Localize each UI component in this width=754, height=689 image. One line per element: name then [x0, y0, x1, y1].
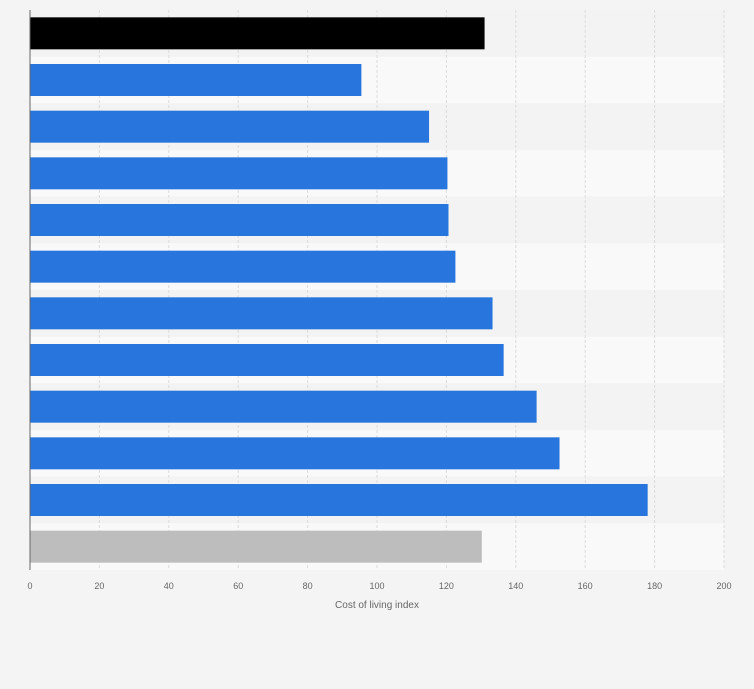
x-tick-label: 200 [716, 581, 731, 591]
x-tick-label: 160 [578, 581, 593, 591]
bar[interactable] [30, 484, 648, 516]
x-tick-label: 0 [27, 581, 32, 591]
bar[interactable] [30, 344, 504, 376]
x-tick-label: 100 [369, 581, 384, 591]
bar[interactable] [30, 110, 430, 143]
bar[interactable] [30, 530, 482, 563]
bars [30, 17, 648, 563]
x-tick-label: 60 [233, 581, 243, 591]
bar[interactable] [30, 250, 456, 283]
x-tick-label: 180 [647, 581, 662, 591]
x-axis-title: Cost of living index [335, 600, 419, 611]
x-tick-label: 40 [164, 581, 174, 591]
bar[interactable] [30, 17, 485, 50]
bar[interactable] [30, 437, 560, 470]
x-tick-label: 80 [303, 581, 313, 591]
gridlines [98, 10, 725, 570]
bar[interactable] [30, 204, 449, 236]
bar[interactable] [30, 297, 493, 330]
x-tick-label: 120 [439, 581, 454, 591]
x-tick-label: 140 [508, 581, 523, 591]
bar[interactable] [30, 64, 362, 96]
x-axis-ticks: 0 20 40 60 80 100 120 140 160 180 200 [27, 581, 731, 591]
x-tick-label: 20 [94, 581, 104, 591]
bar[interactable] [30, 157, 448, 190]
bar[interactable] [30, 390, 537, 423]
